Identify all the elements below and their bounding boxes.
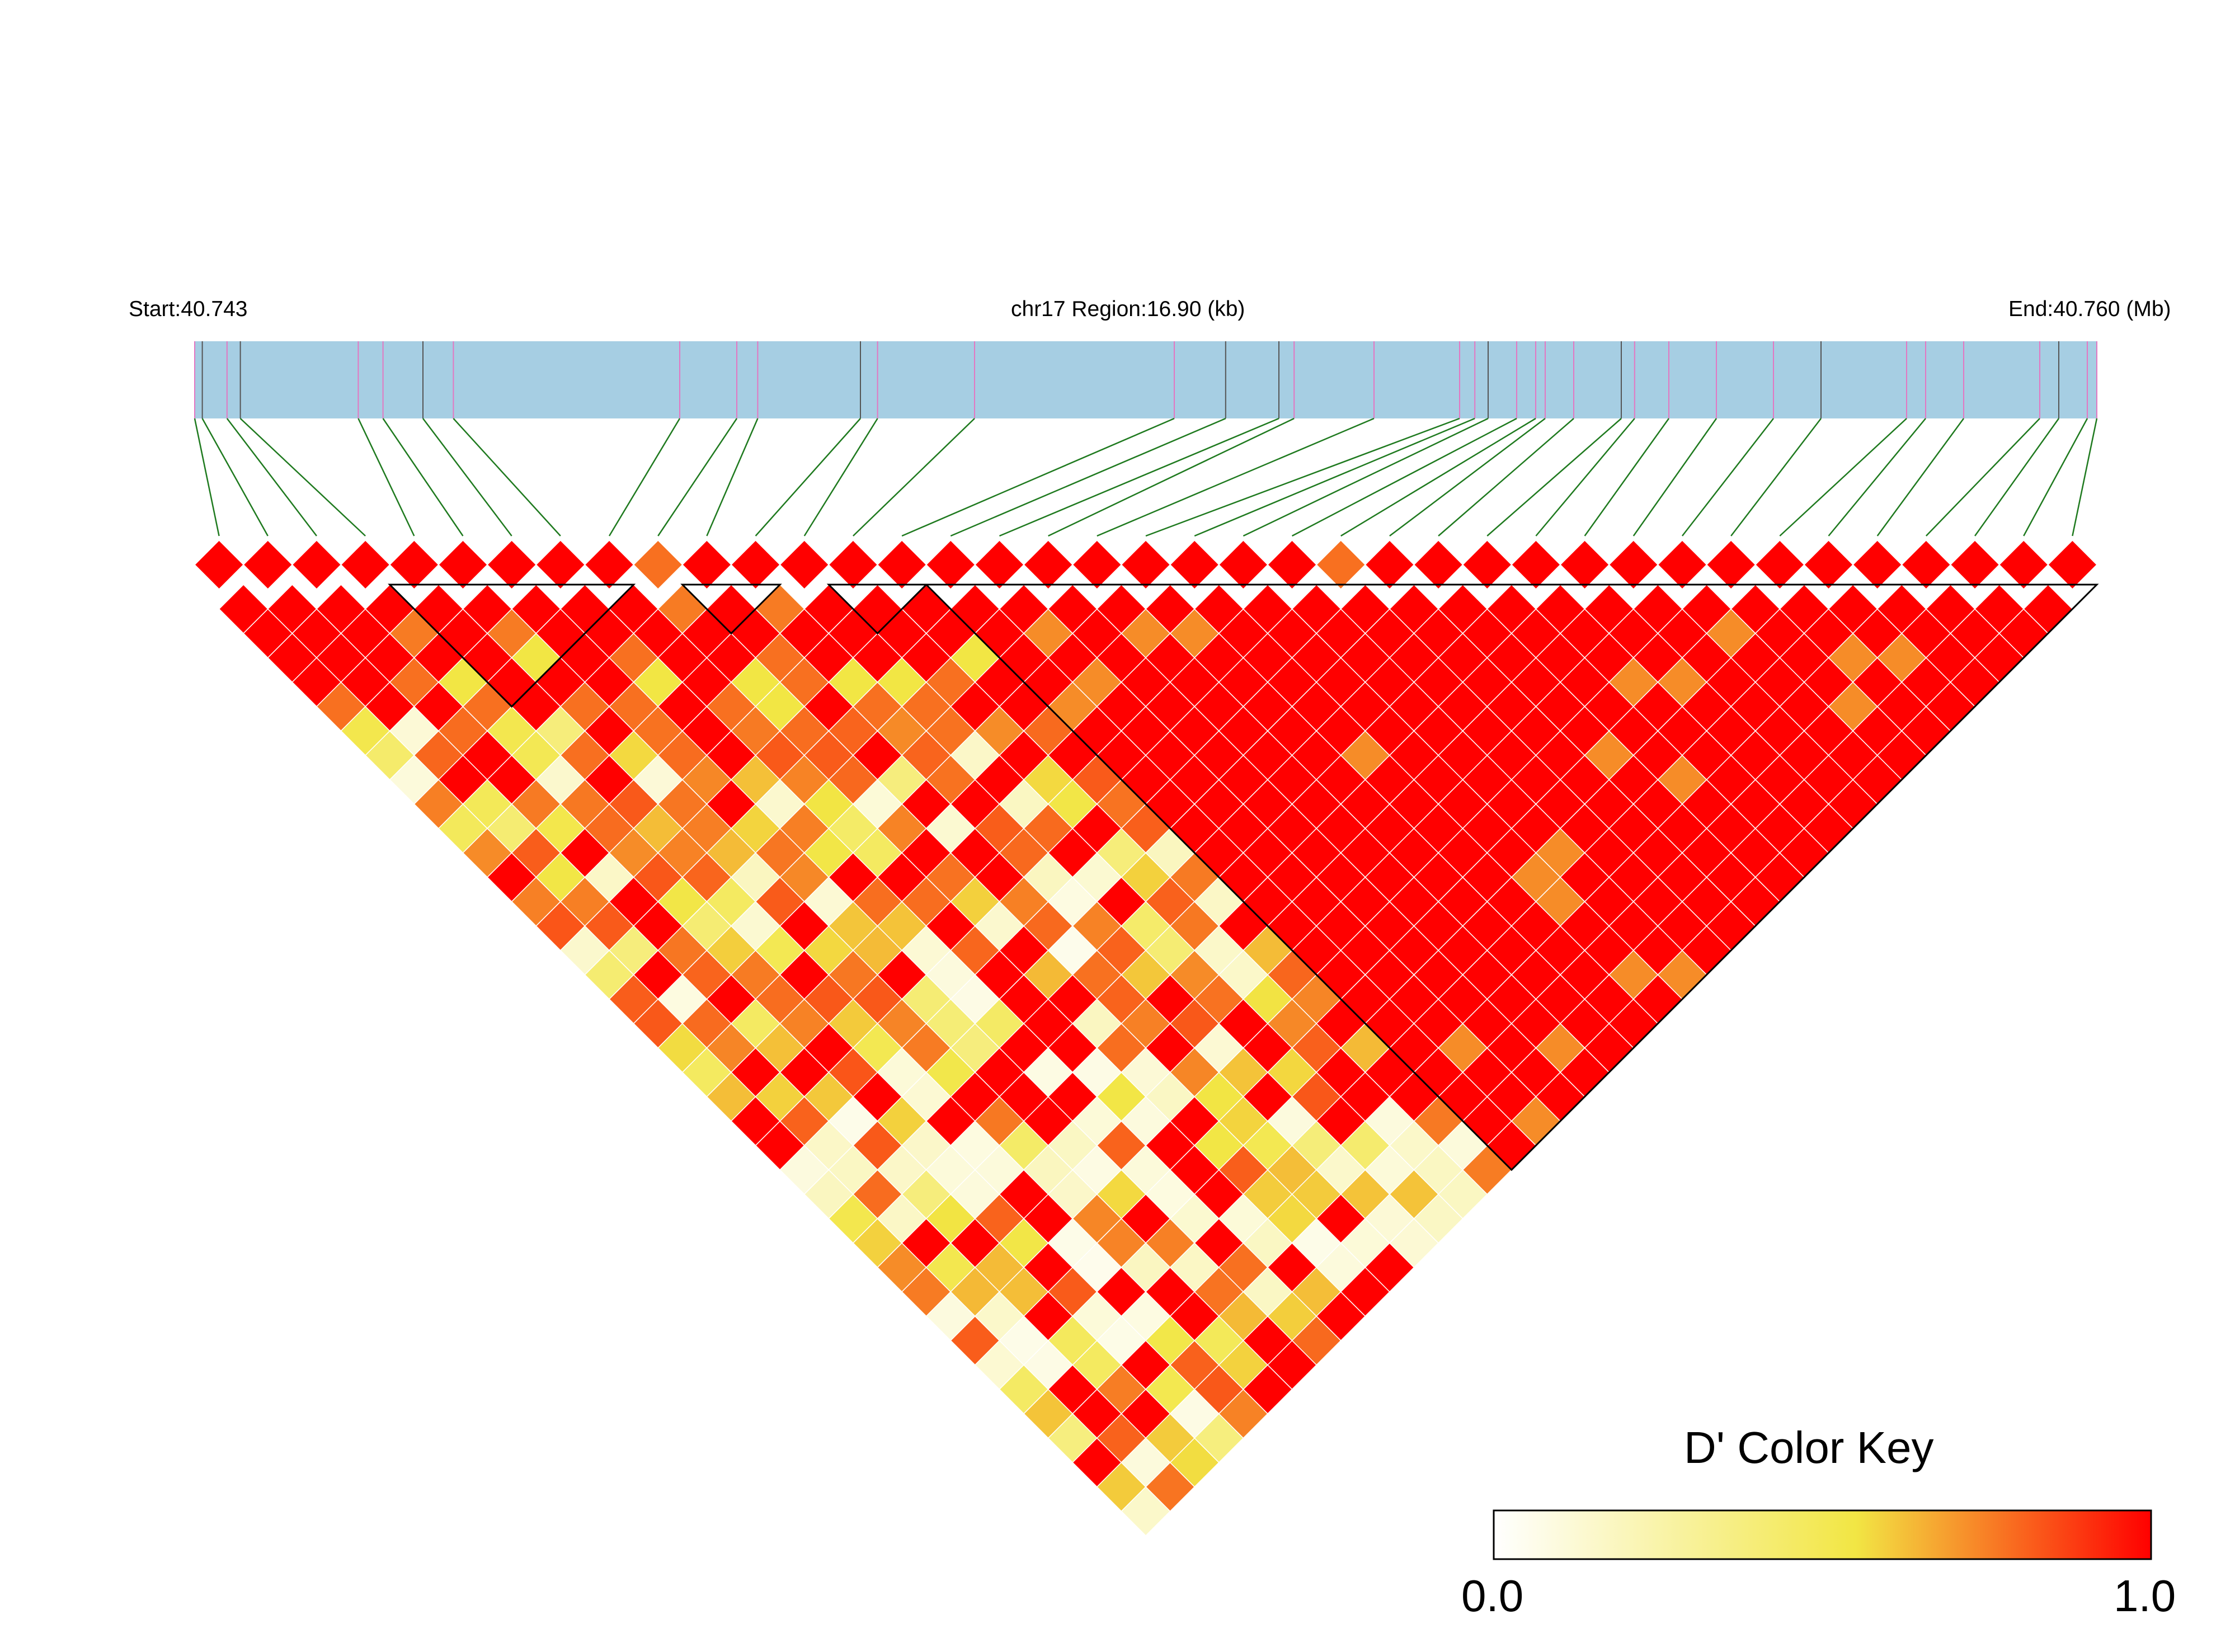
haplotype-block-outline [680, 583, 782, 635]
ld-cell-top [1413, 539, 1464, 590]
ld-cell-top [584, 539, 634, 590]
snp-connector [1681, 418, 1774, 536]
ld-cell-top [1169, 539, 1220, 590]
region-label: chr17 Region:16.90 (kb) [1011, 297, 1245, 321]
snp-position-ticks [194, 341, 2097, 418]
snp-connector [1145, 417, 1460, 537]
snp-connector [1925, 418, 2040, 536]
ld-cell-top [2047, 539, 2098, 590]
snp-connector [1194, 417, 1475, 537]
ld-cell-top [389, 539, 439, 590]
color-key: D' Color Key 0.0 1.0 [1461, 1423, 2176, 1621]
snp-connector [755, 418, 861, 536]
ld-cell-top [1901, 539, 1951, 590]
ld-cell-top [487, 539, 537, 590]
snp-connector [1389, 418, 1546, 536]
snp-connector [2023, 418, 2088, 536]
snp-connector [853, 418, 975, 536]
snp-connector [1438, 418, 1574, 536]
haplotype-block-outlines [388, 583, 2099, 1171]
haplotype-block-outline [388, 583, 636, 708]
snp-connector [1584, 418, 1670, 536]
snp-connector [422, 418, 512, 536]
ld-cell-top [828, 539, 878, 590]
end-label: End:40.760 (Mb) [2008, 297, 2171, 321]
ld-cell-top [1803, 539, 1854, 590]
ld-cell-top [1852, 539, 1903, 590]
ld-cell-top [194, 539, 244, 590]
snp-connector [201, 418, 269, 536]
start-label: Start:40.743 [129, 297, 247, 321]
snp-connector [1340, 417, 1536, 537]
haplotype-block-outline [826, 583, 929, 635]
snp-connector [382, 418, 464, 536]
snp-connector [1291, 417, 1517, 537]
snp-connector [1974, 418, 2060, 536]
ld-cell-top [681, 539, 732, 590]
ld-cell-top [974, 539, 1025, 590]
snp-connector [901, 417, 1175, 537]
color-key-min-label: 0.0 [1461, 1571, 1523, 1621]
ld-cell-top [535, 539, 586, 590]
ld-cell-top [437, 539, 488, 590]
ld-cell-top [1462, 539, 1512, 590]
haplotype-block-outline [924, 583, 2099, 1171]
ld-cell-top [925, 539, 976, 590]
snp-connector-lines [194, 417, 2098, 537]
snp-connector [1828, 418, 1926, 536]
ld-cell-top [730, 539, 781, 590]
ld-cell-top [1121, 539, 1171, 590]
snp-connector [1486, 418, 1622, 536]
ld-cell-top [1706, 539, 1756, 590]
snp-connector [706, 418, 759, 536]
ld-cell-top [1511, 539, 1561, 590]
snp-connector [999, 417, 1279, 537]
snp-connector [239, 418, 366, 536]
snp-connector [194, 418, 220, 536]
snp-connector [1097, 417, 1375, 537]
ld-cell-top [1267, 539, 1318, 590]
color-key-gradient [1493, 1509, 2152, 1560]
region-bar [195, 341, 2097, 418]
snp-connector [1779, 418, 1907, 536]
ld-cell-top [1754, 539, 1805, 590]
ld-cell-top [291, 539, 342, 590]
ld-heatmap-cells [194, 539, 2098, 1537]
snp-connector [2072, 418, 2098, 536]
snp-connector [453, 418, 561, 536]
ld-cell-top [1072, 539, 1122, 590]
snp-connector [226, 418, 317, 536]
ld-cell-top [633, 539, 683, 590]
ld-cell-top [1218, 539, 1269, 590]
snp-connector [803, 418, 878, 536]
ld-cell-top [340, 539, 390, 590]
ld-cell-top [1559, 539, 1610, 590]
snp-connector [657, 418, 738, 536]
snp-connector [1048, 417, 1295, 537]
snp-connector [1632, 418, 1718, 536]
snp-connector [1243, 417, 1489, 537]
ld-cell-top [779, 539, 830, 590]
color-key-title: D' Color Key [1684, 1423, 1934, 1472]
ld-cell-top [1950, 539, 2000, 590]
snp-connector [1535, 418, 1635, 536]
snp-connector [608, 418, 681, 536]
ld-cell-top [1657, 539, 1707, 590]
snp-connector [357, 418, 415, 536]
ld-cell-top [1023, 539, 1074, 590]
ld-cell-top [1316, 539, 1366, 590]
ld-cell-top [1608, 539, 1659, 590]
ld-cell-top [1364, 539, 1415, 590]
ld-cell-top [877, 539, 927, 590]
snp-connector [1876, 418, 1965, 536]
snp-connector [950, 417, 1226, 537]
ld-cell-top [1998, 539, 2049, 590]
snp-connector [1730, 418, 1822, 536]
color-key-max-label: 1.0 [2114, 1571, 2176, 1621]
ld-cell-top [243, 539, 293, 590]
